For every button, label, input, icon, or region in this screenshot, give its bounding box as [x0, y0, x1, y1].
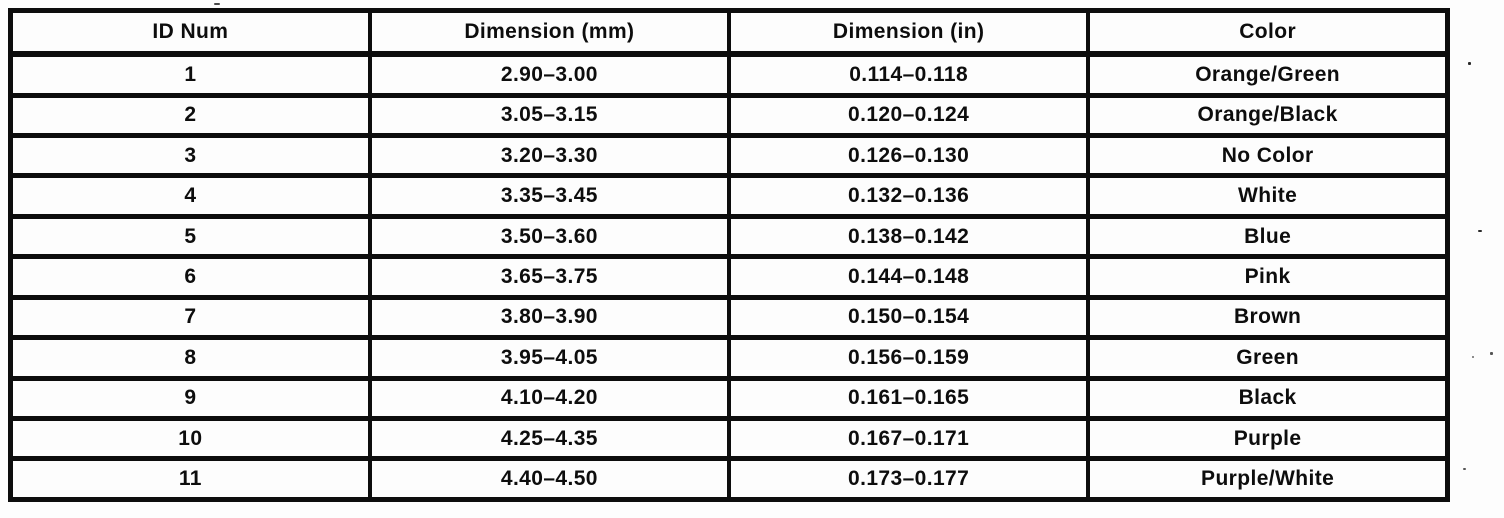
table-cell: 0.126–0.130: [726, 133, 1091, 179]
table-cell: 8: [8, 335, 372, 381]
table-cell: Green: [1086, 335, 1450, 381]
table-cell: 5: [8, 213, 372, 260]
table-cell: 3.05–3.15: [367, 92, 732, 139]
table-cell: 6: [8, 254, 372, 300]
table-cell: 0.150–0.154: [726, 294, 1091, 341]
column-header-color: Color: [1086, 8, 1450, 57]
table-row: 1 2.90–3.00 0.114–0.118 Orange/Green: [8, 51, 1450, 98]
table-row: 7 3.80–3.90 0.150–0.154 Brown: [8, 294, 1450, 341]
table-cell: 2.90–3.00: [367, 51, 732, 98]
table-cell: 0.132–0.136: [726, 173, 1091, 219]
table-cell: 3.65–3.75: [367, 254, 732, 300]
scan-noise-speck: [1468, 62, 1471, 65]
table-cell: 3.80–3.90: [367, 294, 732, 341]
table-cell: 2: [8, 92, 372, 139]
table-row: 2 3.05–3.15 0.120–0.124 Orange/Black: [8, 92, 1450, 139]
table-cell: Purple/White: [1086, 456, 1450, 502]
table-body: 1 2.90–3.00 0.114–0.118 Orange/Green 2 3.05–3…: [8, 51, 1450, 502]
table-cell: 0.114–0.118: [726, 51, 1091, 98]
table-cell: 0.167–0.171: [726, 415, 1091, 462]
table-cell: 3.95–4.05: [367, 335, 732, 381]
table-cell: Blue: [1086, 213, 1450, 260]
table-cell: Brown: [1086, 294, 1450, 341]
scan-noise-speck: [1472, 356, 1474, 358]
table-cell: 10: [8, 415, 372, 462]
scan-noise-speck: [214, 3, 220, 5]
table-cell: No Color: [1086, 133, 1450, 179]
table-row: 11 4.40–4.50 0.173–0.177 Purple/White: [8, 456, 1450, 502]
table-header-row: ID Num Dimension (mm) Dimension (in) Col…: [8, 8, 1450, 57]
table-cell: Pink: [1086, 254, 1450, 300]
table-cell: White: [1086, 173, 1450, 219]
table-cell: Orange/Black: [1086, 92, 1450, 139]
table-cell: 1: [8, 51, 372, 98]
scan-noise-speck: [1490, 352, 1493, 355]
table-cell: 4: [8, 173, 372, 219]
column-header-dimension-mm: Dimension (mm): [367, 8, 732, 57]
table-cell: Black: [1086, 375, 1450, 422]
table-cell: 4.10–4.20: [367, 375, 732, 422]
table-row: 9 4.10–4.20 0.161–0.165 Black: [8, 375, 1450, 422]
table-cell: 4.40–4.50: [367, 456, 732, 502]
table-row: 4 3.35–3.45 0.132–0.136 White: [8, 173, 1450, 219]
table-cell: 0.161–0.165: [726, 375, 1091, 422]
table-cell: 0.120–0.124: [726, 92, 1091, 139]
table-row: 10 4.25–4.35 0.167–0.171 Purple: [8, 415, 1450, 462]
table-row: 8 3.95–4.05 0.156–0.159 Green: [8, 335, 1450, 381]
table-cell: 3.20–3.30: [367, 133, 732, 179]
column-header-dimension-in: Dimension (in): [726, 8, 1091, 57]
table-cell: 0.173–0.177: [726, 456, 1091, 502]
table-row: 5 3.50–3.60 0.138–0.142 Blue: [8, 213, 1450, 260]
scan-noise-speck: [1463, 468, 1466, 470]
table-cell: 4.25–4.35: [367, 415, 732, 462]
table-cell: 3: [8, 133, 372, 179]
table-cell: 11: [8, 456, 372, 502]
table-cell: 0.156–0.159: [726, 335, 1091, 381]
table-cell: 0.144–0.148: [726, 254, 1091, 300]
table-cell: Purple: [1086, 415, 1450, 462]
table-cell: 7: [8, 294, 372, 341]
id-dimension-color-table: ID Num Dimension (mm) Dimension (in) Col…: [8, 8, 1450, 502]
scan-noise-speck: [1478, 230, 1482, 232]
table-row: 3 3.20–3.30 0.126–0.130 No Color: [8, 133, 1450, 179]
table-cell: 3.50–3.60: [367, 213, 732, 260]
table-cell: 9: [8, 375, 372, 422]
table-cell: 0.138–0.142: [726, 213, 1091, 260]
table-cell: Orange/Green: [1086, 51, 1450, 98]
table-cell: 3.35–3.45: [367, 173, 732, 219]
column-header-id-num: ID Num: [8, 8, 372, 57]
table-row: 6 3.65–3.75 0.144–0.148 Pink: [8, 254, 1450, 300]
